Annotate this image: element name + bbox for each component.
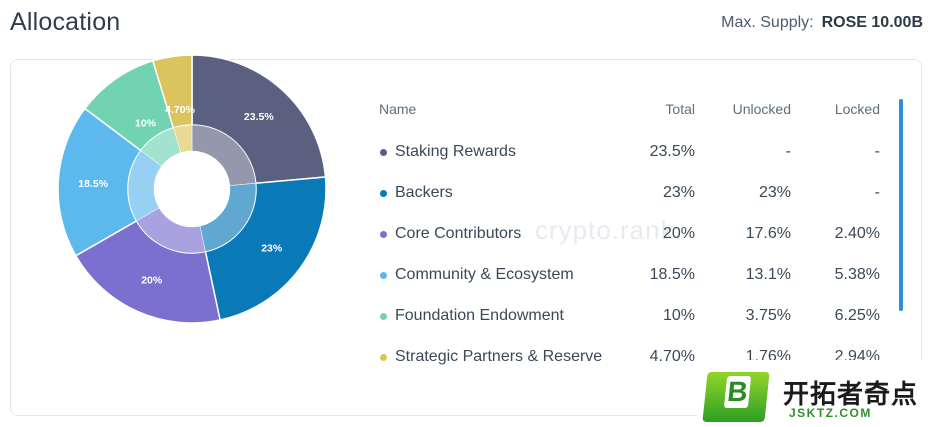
table-row[interactable]: Backers 23% 23% -	[379, 180, 889, 210]
row-locked: -	[874, 143, 880, 160]
pie-slice-label: 18.5%	[78, 178, 108, 190]
legend-dot	[380, 190, 387, 197]
row-unlocked: 17.6%	[745, 225, 791, 242]
legend-dot	[380, 354, 387, 361]
pie-slice-label: 10%	[135, 118, 157, 130]
brand-watermark-logo: B 开拓者奇点 JSKTZ.COM	[697, 360, 943, 427]
max-supply: Max. Supply: ROSE 10.00B	[721, 14, 923, 32]
row-unlocked: 23%	[758, 184, 791, 201]
row-name: Backers	[395, 184, 453, 201]
page-title: Allocation	[10, 8, 121, 36]
table-row[interactable]: Staking Rewards 23.5% - -	[379, 139, 889, 169]
row-locked: 5.38%	[834, 266, 880, 283]
col-locked-header: Locked	[834, 101, 880, 117]
max-supply-label: Max. Supply:	[721, 14, 814, 31]
row-unlocked: 13.1%	[745, 266, 791, 283]
row-name: Core Contributors	[395, 225, 522, 242]
max-supply-value: ROSE 10.00B	[821, 14, 923, 31]
row-total: 18.5%	[649, 266, 695, 283]
col-total-header: Total	[665, 101, 695, 117]
table-row[interactable]: Foundation Endowment 10% 3.75% 6.25%	[379, 303, 889, 333]
brand-badge-icon: B	[702, 372, 770, 422]
legend-dot	[380, 231, 387, 238]
row-total: 23.5%	[649, 143, 695, 160]
row-locked: 6.25%	[834, 307, 880, 324]
table-header: Name Total Unlocked Locked	[379, 98, 889, 118]
row-total: 23%	[662, 184, 695, 201]
legend-dot	[380, 149, 387, 156]
pie-slice-label: 23%	[261, 243, 283, 255]
col-name-header: Name	[379, 101, 417, 117]
row-locked: -	[874, 184, 880, 201]
watermark: crypto.rank	[535, 215, 675, 245]
row-total: 20%	[662, 225, 695, 242]
row-name: Staking Rewards	[395, 143, 516, 160]
legend-dot	[380, 313, 387, 320]
row-name: Foundation Endowment	[395, 307, 564, 324]
row-name: Strategic Partners & Reserve	[395, 348, 603, 365]
row-total: 10%	[662, 307, 695, 324]
donut-hole	[154, 151, 230, 227]
table-scrollbar[interactable]	[899, 99, 903, 311]
allocation-donut-chart: 23.5% 23% 20% 18.5% 10% 4.70%	[57, 54, 327, 324]
col-unlocked-header: Unlocked	[732, 101, 791, 117]
table-row[interactable]: Community & Ecosystem 18.5% 13.1% 5.38%	[379, 262, 889, 292]
row-unlocked: -	[785, 143, 791, 160]
pie-slice-label: 23.5%	[244, 111, 274, 123]
pie-slice-label: 20%	[141, 274, 163, 286]
row-unlocked: 3.75%	[745, 307, 791, 324]
brand-domain: JSKTZ.COM	[789, 406, 872, 420]
pie-slice-label: 4.70%	[165, 104, 195, 116]
brand-name: 开拓者奇点	[783, 379, 919, 409]
row-locked: 2.40%	[834, 225, 880, 242]
brand-badge-letter: B	[723, 376, 752, 408]
row-name: Community & Ecosystem	[395, 266, 574, 283]
row-total: 4.70%	[649, 348, 695, 365]
table-row[interactable]: Core Contributors 20% 17.6% 2.40%	[379, 221, 889, 251]
legend-dot	[380, 272, 387, 279]
